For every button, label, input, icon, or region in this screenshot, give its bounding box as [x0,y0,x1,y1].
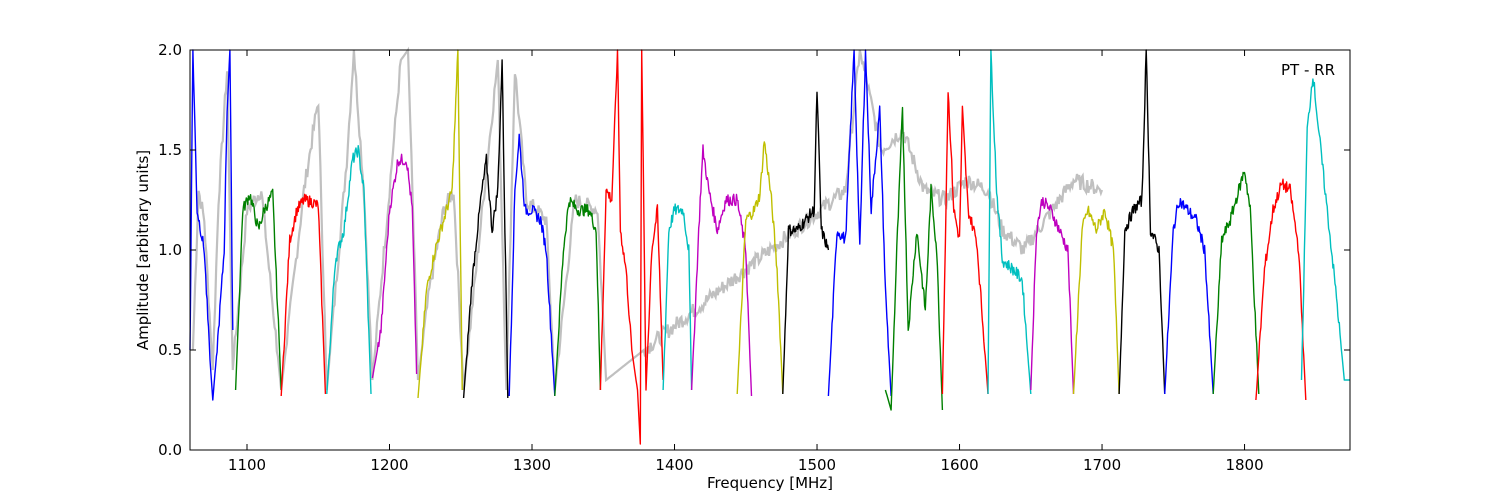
x-tick-label: 1600 [940,456,978,474]
plot-annotation: PT - RR [1281,61,1335,79]
background-reference-line [191,46,1104,391]
series-line-22 [1164,198,1214,395]
series-line-1 [189,49,234,401]
spectral-series-group [189,49,1350,445]
series-line-21 [1118,49,1166,395]
series-line-19 [1030,197,1075,395]
x-tick-label: 1500 [798,456,836,474]
y-tick-label: 2.0 [158,41,182,59]
x-tick-label: 1700 [1083,456,1121,474]
series-line-24 [1255,178,1307,401]
x-tick-label: 1100 [228,456,266,474]
y-axis-label: Amplitude [arbitrary units] [134,150,152,350]
series-line-11 [662,203,693,391]
y-tick-label: 0.0 [158,441,182,459]
x-tick-label: 1200 [370,456,408,474]
series-line-14 [782,91,830,395]
background-reference-series [191,46,1104,391]
x-axis-label: Frequency [MHz] [707,474,833,492]
series-line-6 [417,49,463,399]
series-line-4 [326,145,372,395]
series-line-23 [1212,171,1260,395]
series-line-10 [599,49,664,445]
x-tick-label: 1800 [1225,456,1263,474]
series-line-9 [554,197,602,397]
series-line-15 [827,49,892,397]
series-line-12 [690,144,753,397]
series-line-5 [371,153,418,379]
series-line-8 [508,133,556,397]
series-line-17 [941,92,989,395]
series-line-16 [884,106,944,411]
y-tick-label: 0.5 [158,341,182,359]
series-line-7 [462,59,509,399]
y-tick-label: 1.0 [158,241,182,259]
x-tick-label: 1300 [513,456,551,474]
series-line-2 [234,188,282,391]
series-line-18 [987,49,1032,395]
series-line-3 [280,193,327,397]
axis-ticks: 1100 1200 1300 1400 1500 1600 1700 1800 0.0 0.5 1.… [158,41,1350,474]
series-line-20 [1072,205,1120,395]
series-line-13 [736,141,784,395]
y-tick-label: 1.5 [158,141,182,159]
x-tick-label: 1400 [655,456,693,474]
series-line-25 [1300,78,1350,381]
